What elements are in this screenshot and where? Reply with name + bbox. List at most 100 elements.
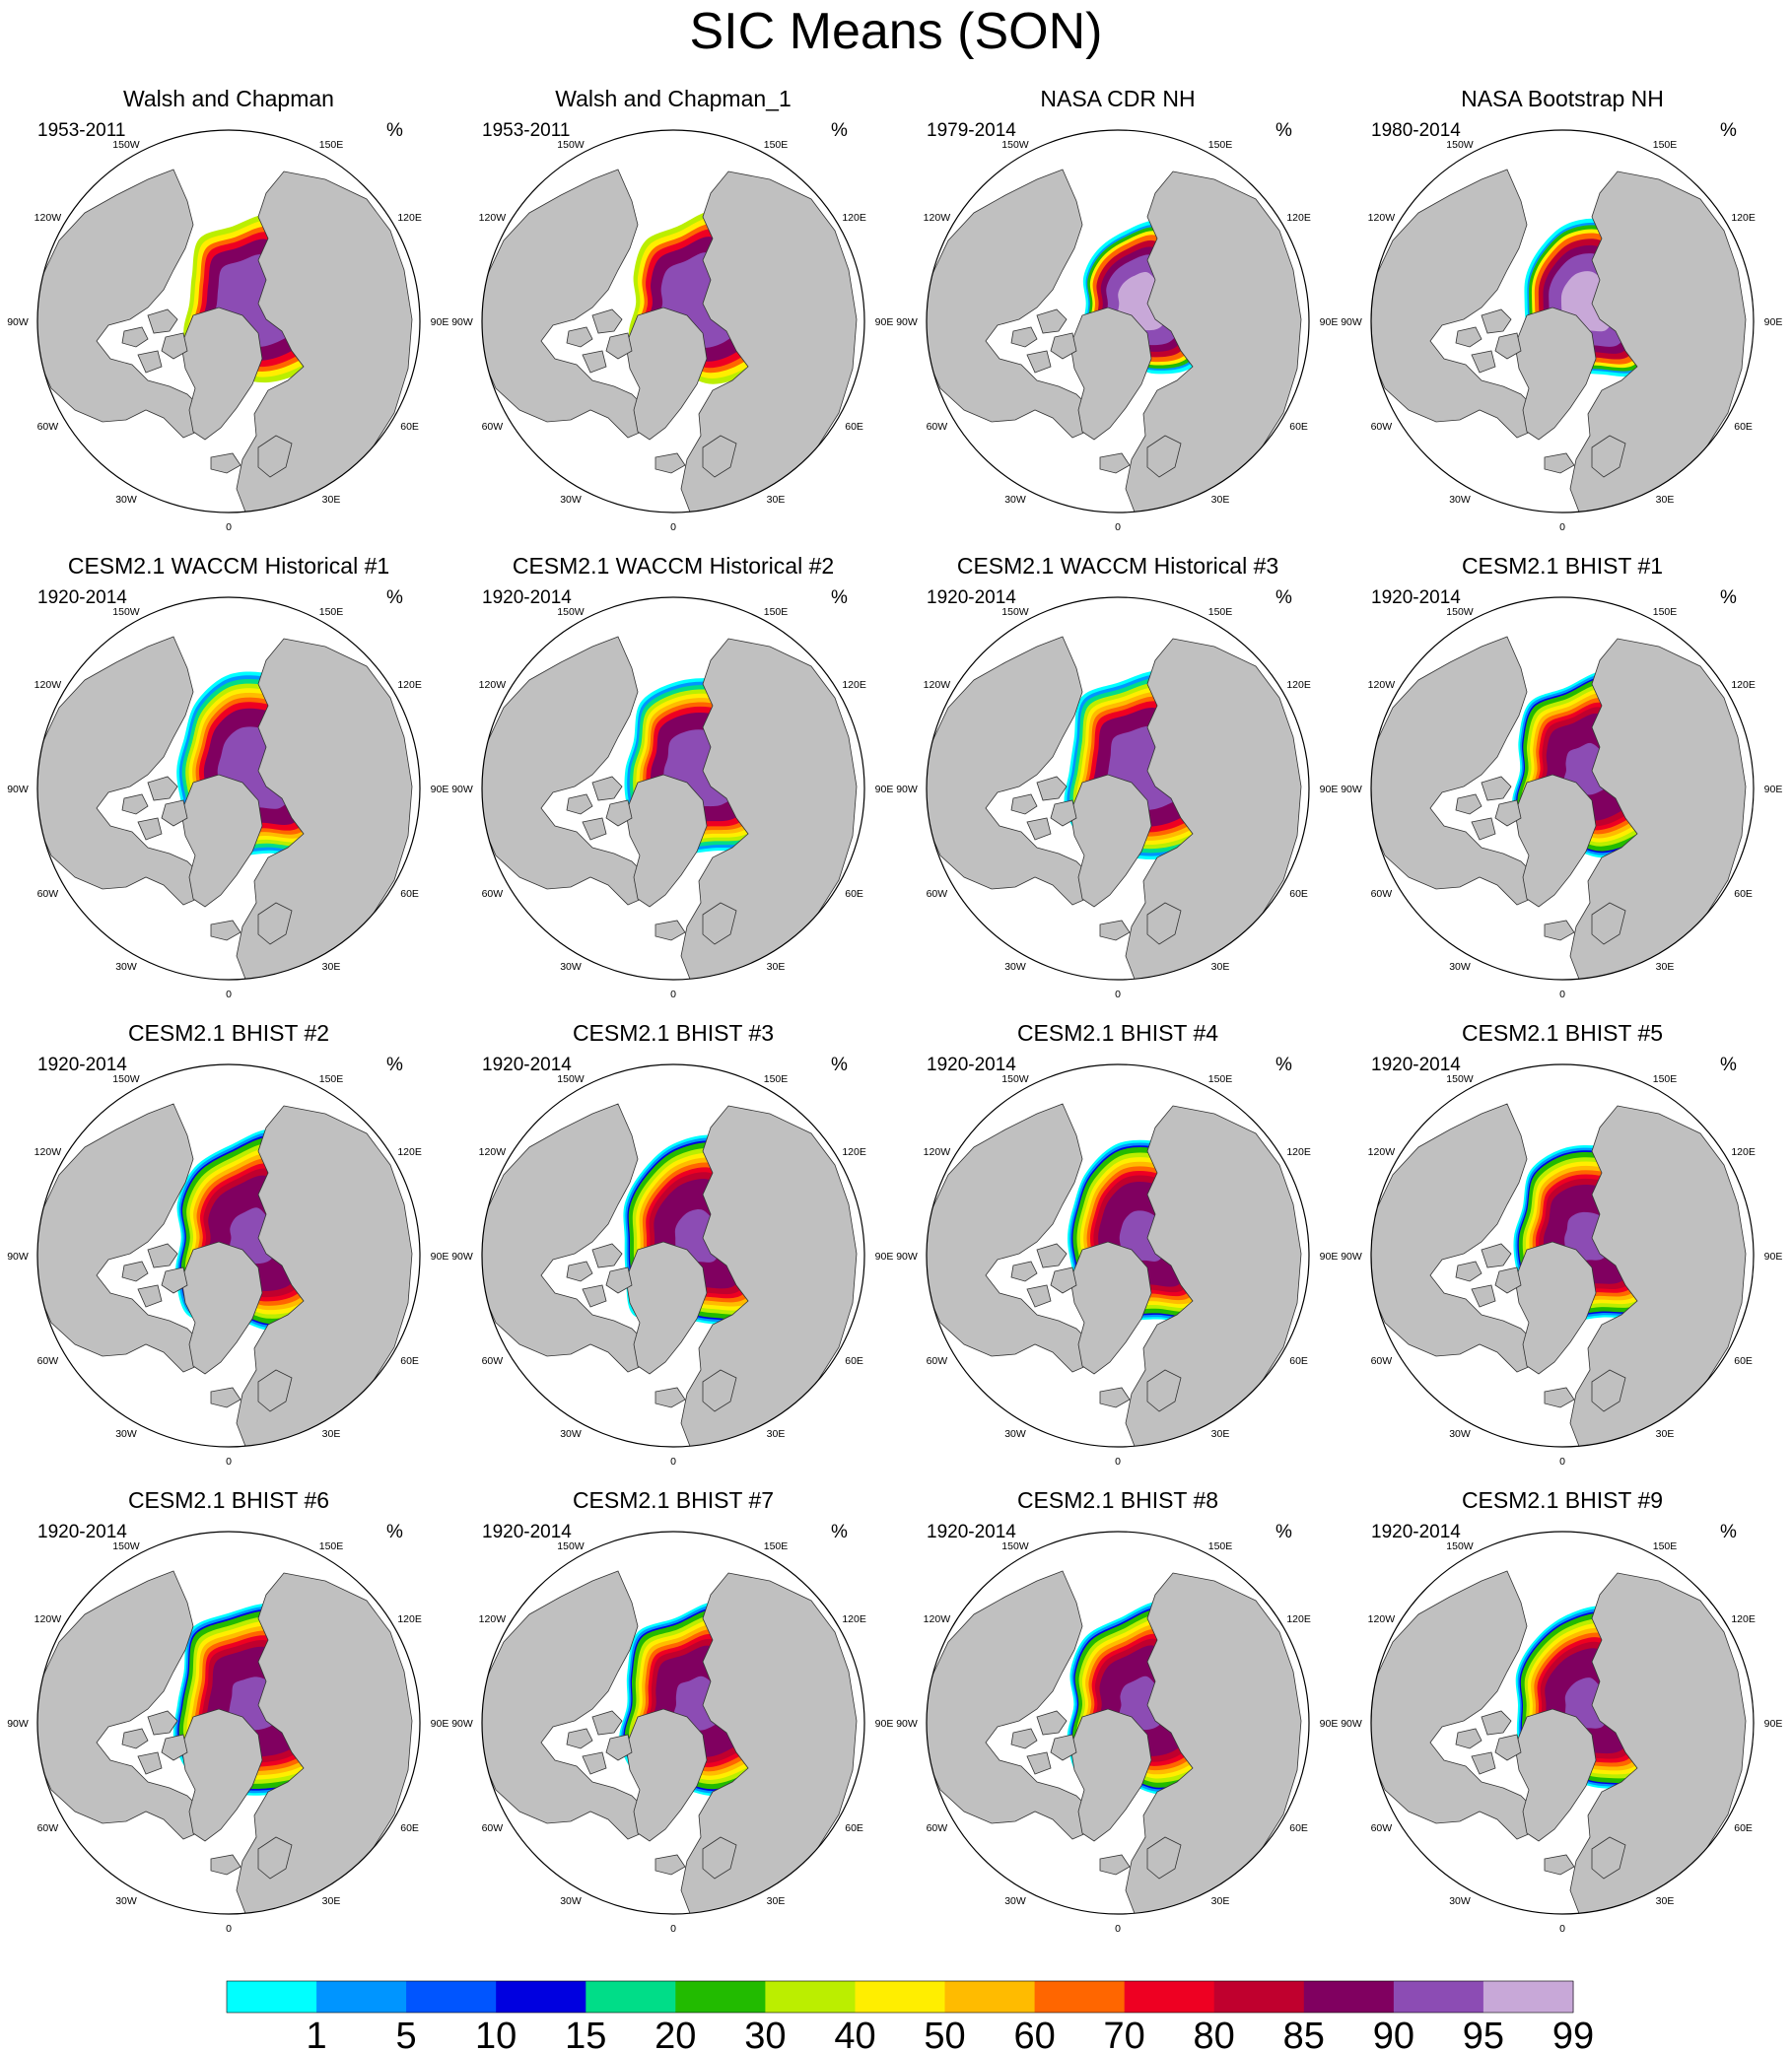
land-mass (1036, 776, 1068, 801)
longitude-label: 90E (875, 1718, 894, 1730)
longitude-label: 150W (1446, 139, 1474, 151)
land-mass (1494, 799, 1522, 827)
land-mass (1591, 1369, 1626, 1412)
land-mass (566, 1728, 593, 1749)
land-mass (1099, 1387, 1131, 1408)
colorbar-swatch-3 (496, 1981, 586, 2013)
land-mass (1544, 1854, 1575, 1876)
longitude-label: 30E (767, 494, 786, 506)
map-boundary (926, 129, 1310, 513)
longitude-label: 0 (1115, 1923, 1121, 1935)
map-boundary (1370, 596, 1755, 981)
panel-years: 1953-2011 (482, 120, 571, 141)
longitude-label: 180 (664, 1524, 682, 1525)
longitude-label: 150E (319, 1073, 344, 1085)
land-mass (1036, 1243, 1068, 1268)
longitude-label: 30W (115, 961, 137, 973)
longitude-label: 90E (431, 316, 449, 328)
longitude-label: 30W (1449, 1428, 1471, 1440)
longitude-label: 90W (1341, 1718, 1362, 1730)
polar-map: 180 150W 150E 120W 120E 90W 90E 60W 60E 30W 30E 0 (896, 1057, 1338, 1468)
land-mass (1026, 1284, 1052, 1308)
longitude-label: 150E (1208, 1073, 1233, 1085)
colorbar-swatch-14 (1482, 1981, 1574, 2013)
longitude-label: 120E (1286, 1613, 1311, 1625)
longitude-label: 60W (927, 421, 948, 433)
longitude-label: 120E (842, 1146, 866, 1158)
longitude-label: 60W (927, 1355, 948, 1367)
land-mass (1050, 1734, 1077, 1761)
longitude-label: 150W (1001, 606, 1029, 618)
land-mass (1544, 452, 1575, 474)
longitude-label: 30E (767, 1428, 786, 1440)
longitude-label: 30W (560, 1428, 582, 1440)
polar-map: 180 150W 150E 120W 120E 90W 90E 60W 60E 30W 30E 0 (451, 122, 893, 533)
land-mass (147, 308, 178, 334)
land-mass (257, 902, 293, 945)
longitude-label: 90E (431, 784, 449, 795)
land-mass (180, 774, 263, 908)
colorbar-swatch-9 (1034, 1981, 1126, 2013)
land-mass (566, 793, 593, 815)
longitude-label: 180 (664, 122, 682, 123)
panel-unit: % (831, 120, 848, 141)
longitude-label: 120W (1368, 1613, 1396, 1625)
polar-map: 180 150W 150E 120W 120E 90W 90E 60W 60E 30W 30E 0 (1341, 589, 1782, 1000)
land-mass (210, 1387, 241, 1408)
map-boundary (481, 129, 865, 513)
longitude-label: 150E (1208, 1540, 1233, 1552)
land-mass (1125, 1572, 1302, 1914)
land-mass (257, 1836, 293, 1880)
land-mass (1494, 332, 1522, 360)
map-boundary (36, 596, 421, 981)
land-mass (147, 1243, 178, 1268)
panel-years: 1920-2014 (37, 587, 127, 608)
panel-years: 1920-2014 (37, 1522, 127, 1542)
land-mass (1471, 350, 1496, 374)
land-mass (1050, 799, 1077, 827)
land-mass (210, 452, 241, 474)
polar-map: 180 150W 150E 120W 120E 90W 90E 60W 60E 30W 30E 0 (451, 1524, 894, 1935)
longitude-label: 90E (1764, 316, 1783, 328)
land-mass (582, 1284, 607, 1308)
panel-title: CESM2.1 BHIST #4 (1016, 1020, 1219, 1046)
panel-years: 1920-2014 (482, 587, 572, 608)
colorbar-swatch-7 (855, 1981, 946, 2013)
panel-title: CESM2.1 WACCM Historical #3 (956, 553, 1279, 579)
colorbar-tick-label: 95 (1463, 2016, 1504, 2052)
land-mass (161, 332, 188, 360)
longitude-label: 0 (1559, 1456, 1565, 1468)
longitude-label: 120W (479, 212, 507, 224)
land-mass (1471, 1751, 1496, 1775)
longitude-label: 30W (1004, 494, 1026, 506)
panel-title: CESM2.1 BHIST #3 (572, 1020, 775, 1046)
polar-map: 180 150W 150E 120W 120E 90W 90E 60W 60E 30W 30E 0 (896, 122, 1338, 533)
longitude-label: 120E (842, 679, 866, 691)
colorbar-tick-label: 30 (744, 2016, 786, 2052)
land-mass (1026, 350, 1052, 374)
colorbar-tick-label: 40 (834, 2016, 875, 2052)
land-mass (591, 1243, 623, 1268)
longitude-label: 90W (1341, 1251, 1362, 1263)
colorbar-swatch-13 (1393, 1981, 1484, 2013)
longitude-label: 120W (924, 1613, 951, 1625)
panel-unit: % (1720, 587, 1737, 608)
colorbar-tick-label: 80 (1194, 2016, 1235, 2052)
longitude-label: 120W (479, 1613, 507, 1625)
polar-map: 180 150W 150E 120W 120E 90W 90E 60W 60E 30W 30E 0 (451, 1057, 893, 1468)
longitude-label: 30W (1449, 1895, 1471, 1907)
land-mass (121, 793, 149, 815)
land-mass (1146, 1369, 1182, 1412)
land-mass (1481, 776, 1512, 801)
polar-map: 180 150W 150E 120W 120E 90W 90E 60W 60E 30W 30E 0 (7, 589, 449, 1000)
panel-unit: % (1275, 1522, 1292, 1542)
land-mass (625, 1708, 708, 1842)
longitude-label: 90W (896, 1251, 918, 1263)
land-mass (702, 1836, 737, 1880)
